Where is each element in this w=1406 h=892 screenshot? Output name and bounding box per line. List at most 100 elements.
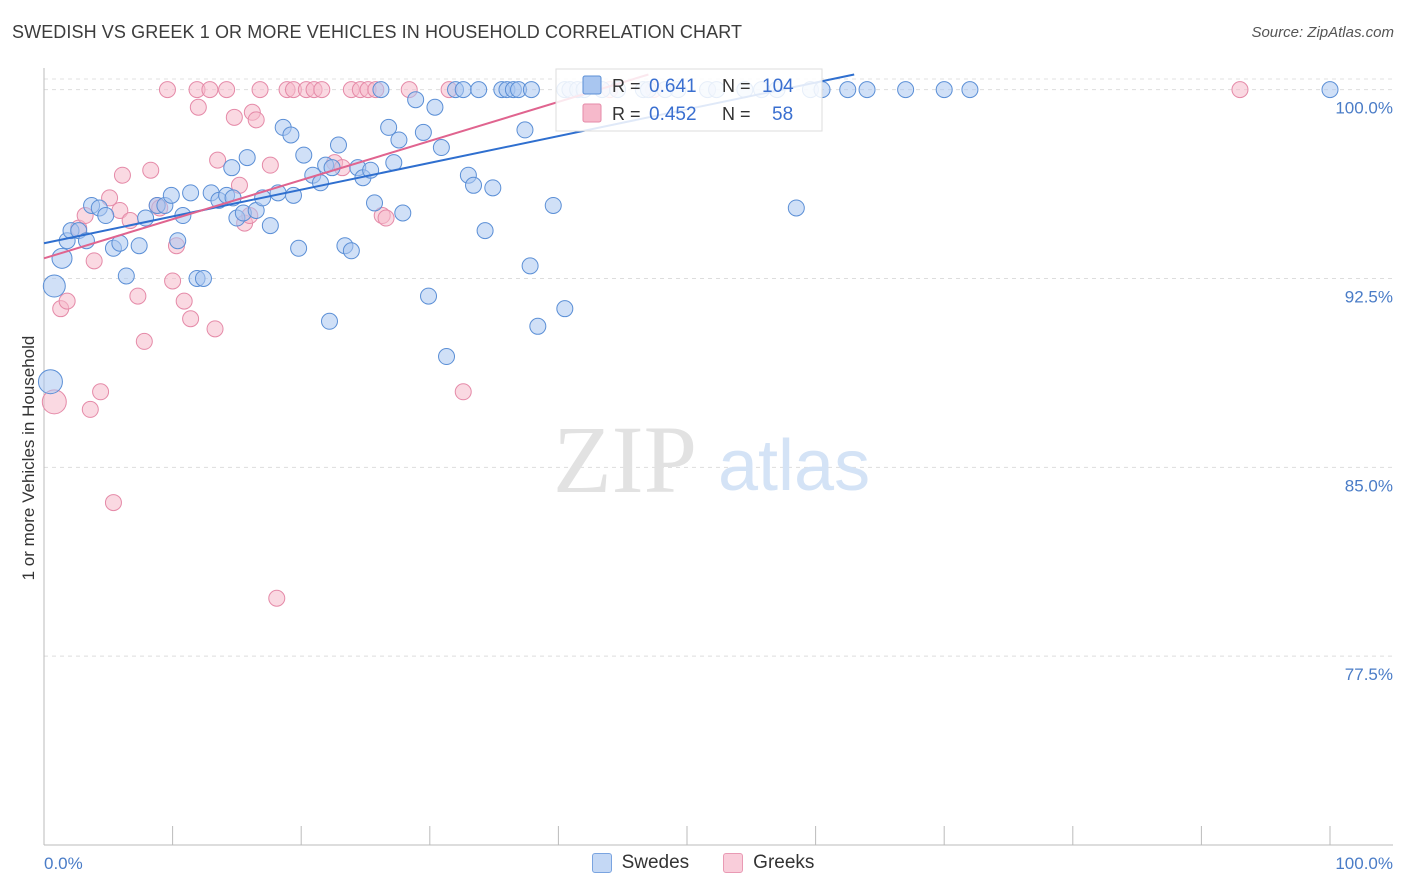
x-tick-min: 0.0% xyxy=(44,854,83,873)
swedes-point xyxy=(342,242,360,260)
swedes-point xyxy=(470,81,488,99)
greeks-point xyxy=(206,320,224,338)
greeks-point xyxy=(1231,81,1249,99)
swedes-point xyxy=(961,81,979,99)
greeks-point xyxy=(182,310,200,328)
chart-source: Source: ZipAtlas.com xyxy=(1251,24,1394,41)
greeks-point xyxy=(268,589,286,607)
swedes-point xyxy=(1321,81,1339,99)
swedes-point xyxy=(438,348,456,366)
legend-item-swedes[interactable]: Swedes xyxy=(591,852,690,874)
greeks-point xyxy=(135,332,153,350)
swedes-point xyxy=(787,199,805,217)
swedes-point xyxy=(544,196,562,214)
greeks-point xyxy=(101,189,119,207)
greeks-point xyxy=(261,156,279,174)
swedes-point xyxy=(290,239,308,257)
swedes-point xyxy=(194,269,212,287)
greeks-point xyxy=(85,252,103,270)
greeks-point xyxy=(377,209,395,227)
greeks-point xyxy=(164,272,182,290)
greeks-point xyxy=(104,494,122,512)
greeks-point xyxy=(58,292,76,310)
swedes-point xyxy=(238,149,256,167)
swedes-point xyxy=(261,217,279,235)
swedes-point xyxy=(311,174,329,192)
swedes-point xyxy=(329,136,347,154)
swedes-point xyxy=(42,274,66,298)
swedes-point xyxy=(858,81,876,99)
watermark-zip: ZIP xyxy=(553,406,697,513)
swedes-point xyxy=(432,139,450,157)
legend-n-label-greeks: N = xyxy=(722,104,751,124)
swedes-point xyxy=(223,159,241,177)
swedes-point xyxy=(935,81,953,99)
swedes-points xyxy=(37,81,1339,395)
swedes-point xyxy=(130,237,148,255)
greeks-point xyxy=(175,292,193,310)
greeks-point xyxy=(92,383,110,401)
y-axis-label: 1 or more Vehicles in Household xyxy=(19,336,38,581)
greeks-point xyxy=(189,98,207,116)
legend-r-value-swedes: 0.641 xyxy=(649,76,697,97)
swedes-point xyxy=(380,118,398,136)
greeks-point xyxy=(201,81,219,99)
greeks-trend-line xyxy=(43,73,649,260)
greeks-point xyxy=(225,108,243,126)
legend-r-label-swedes: R = xyxy=(612,76,641,96)
greeks-point xyxy=(251,81,269,99)
legend-n-value-greeks: 58 xyxy=(772,104,793,125)
swedes-point xyxy=(529,317,547,335)
legend-swatch-greeks xyxy=(582,103,602,123)
swedes-point xyxy=(169,232,187,250)
y-tick-label: 85.0% xyxy=(1345,476,1393,495)
swedes-point xyxy=(366,194,384,212)
swedes-point xyxy=(372,81,390,99)
swedes-point xyxy=(476,222,494,240)
swedes-point xyxy=(51,247,73,269)
greeks-point xyxy=(113,166,131,184)
series-legend: Swedes Greeks xyxy=(0,852,1406,874)
swedes-point xyxy=(390,131,408,149)
swedes-point xyxy=(516,121,534,139)
greeks-swatch xyxy=(723,853,744,873)
swedes-point xyxy=(182,184,200,202)
greeks-point xyxy=(218,81,236,99)
greeks-point xyxy=(209,151,227,169)
swedes-point xyxy=(37,369,63,395)
swedes-point xyxy=(897,81,915,99)
swedes-point xyxy=(556,300,574,318)
swedes-point xyxy=(420,287,438,305)
y-tick-label: 100.0% xyxy=(1335,99,1393,118)
x-tick-max: 100.0% xyxy=(1335,854,1393,873)
swedes-point xyxy=(521,257,539,275)
correlation-legend: R = 0.641 N = 104 R = 0.452 N = 58 xyxy=(555,68,823,132)
swedes-point xyxy=(426,98,444,116)
legend-label-greeks: Greeks xyxy=(753,852,815,873)
swedes-point xyxy=(394,204,412,222)
swedes-point xyxy=(117,267,135,285)
legend-r-label-greeks: R = xyxy=(612,104,641,124)
legend-n-value-swedes: 104 xyxy=(762,76,794,97)
swedes-point xyxy=(454,81,472,99)
swedes-point xyxy=(162,186,180,204)
axis-layer: 77.5% 85.0% 92.5% 100.0% xyxy=(43,68,1393,846)
legend-label-swedes: Swedes xyxy=(621,852,690,873)
greeks-point xyxy=(454,383,472,401)
swedes-point xyxy=(97,207,115,225)
swedes-point xyxy=(282,126,300,144)
y-tick-label: 92.5% xyxy=(1345,287,1393,306)
greeks-point xyxy=(313,81,331,99)
swedes-point xyxy=(414,123,432,141)
greeks-point xyxy=(142,161,160,179)
swedes-swatch xyxy=(591,853,612,873)
watermark-atlas: atlas xyxy=(718,426,870,506)
swedes-point xyxy=(839,81,857,99)
swedes-point xyxy=(522,81,540,99)
greeks-point xyxy=(129,287,147,305)
greeks-point xyxy=(81,400,99,418)
legend-swatch-swedes xyxy=(582,75,602,95)
legend-item-greeks[interactable]: Greeks xyxy=(723,852,814,874)
swedes-point xyxy=(484,179,502,197)
